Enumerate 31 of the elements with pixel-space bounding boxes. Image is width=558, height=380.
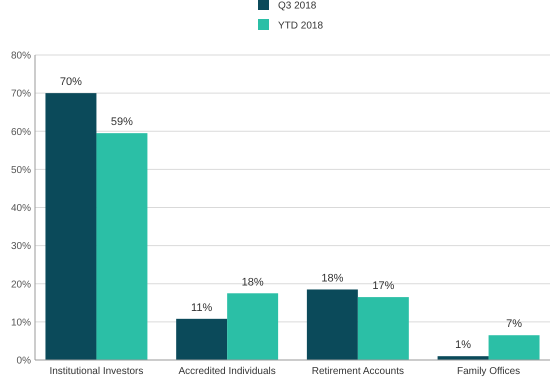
data-label: 18%	[242, 276, 264, 288]
x-tick-label: Institutional Investors	[49, 366, 144, 377]
data-label: 11%	[191, 302, 212, 314]
y-tick-label: 0%	[16, 356, 32, 366]
bar	[438, 356, 489, 360]
bar	[45, 93, 96, 360]
legend-label: YTD 2018	[278, 20, 324, 32]
bar	[227, 293, 278, 360]
bar	[306, 289, 358, 360]
data-label: 7%	[506, 318, 522, 330]
y-tick-label: 60%	[10, 126, 32, 138]
y-tick-label: 30%	[10, 241, 32, 252]
y-tick-label: 80%	[10, 50, 32, 62]
bar	[96, 133, 148, 360]
data-label: 1%	[455, 339, 472, 352]
data-label: 59%	[110, 116, 134, 128]
bar	[488, 335, 540, 360]
legend-label: Q3 2018	[278, 0, 317, 12]
y-tick-label: 70%	[10, 88, 32, 100]
y-tick-label: 10%	[10, 317, 32, 328]
data-label: 17%	[372, 280, 395, 292]
bar	[176, 318, 228, 360]
y-tick-label: 40%	[10, 203, 32, 214]
bar	[358, 297, 409, 360]
x-tick-label: Retirement Accounts	[312, 366, 404, 377]
y-tick-label: 50%	[10, 164, 32, 176]
y-tick-label: 20%	[10, 279, 32, 290]
x-tick-label: Family Offices	[456, 366, 520, 377]
x-tick-label: Accredited Individuals	[178, 366, 276, 377]
data-label: 18%	[321, 272, 344, 284]
data-label: 70%	[60, 76, 82, 88]
